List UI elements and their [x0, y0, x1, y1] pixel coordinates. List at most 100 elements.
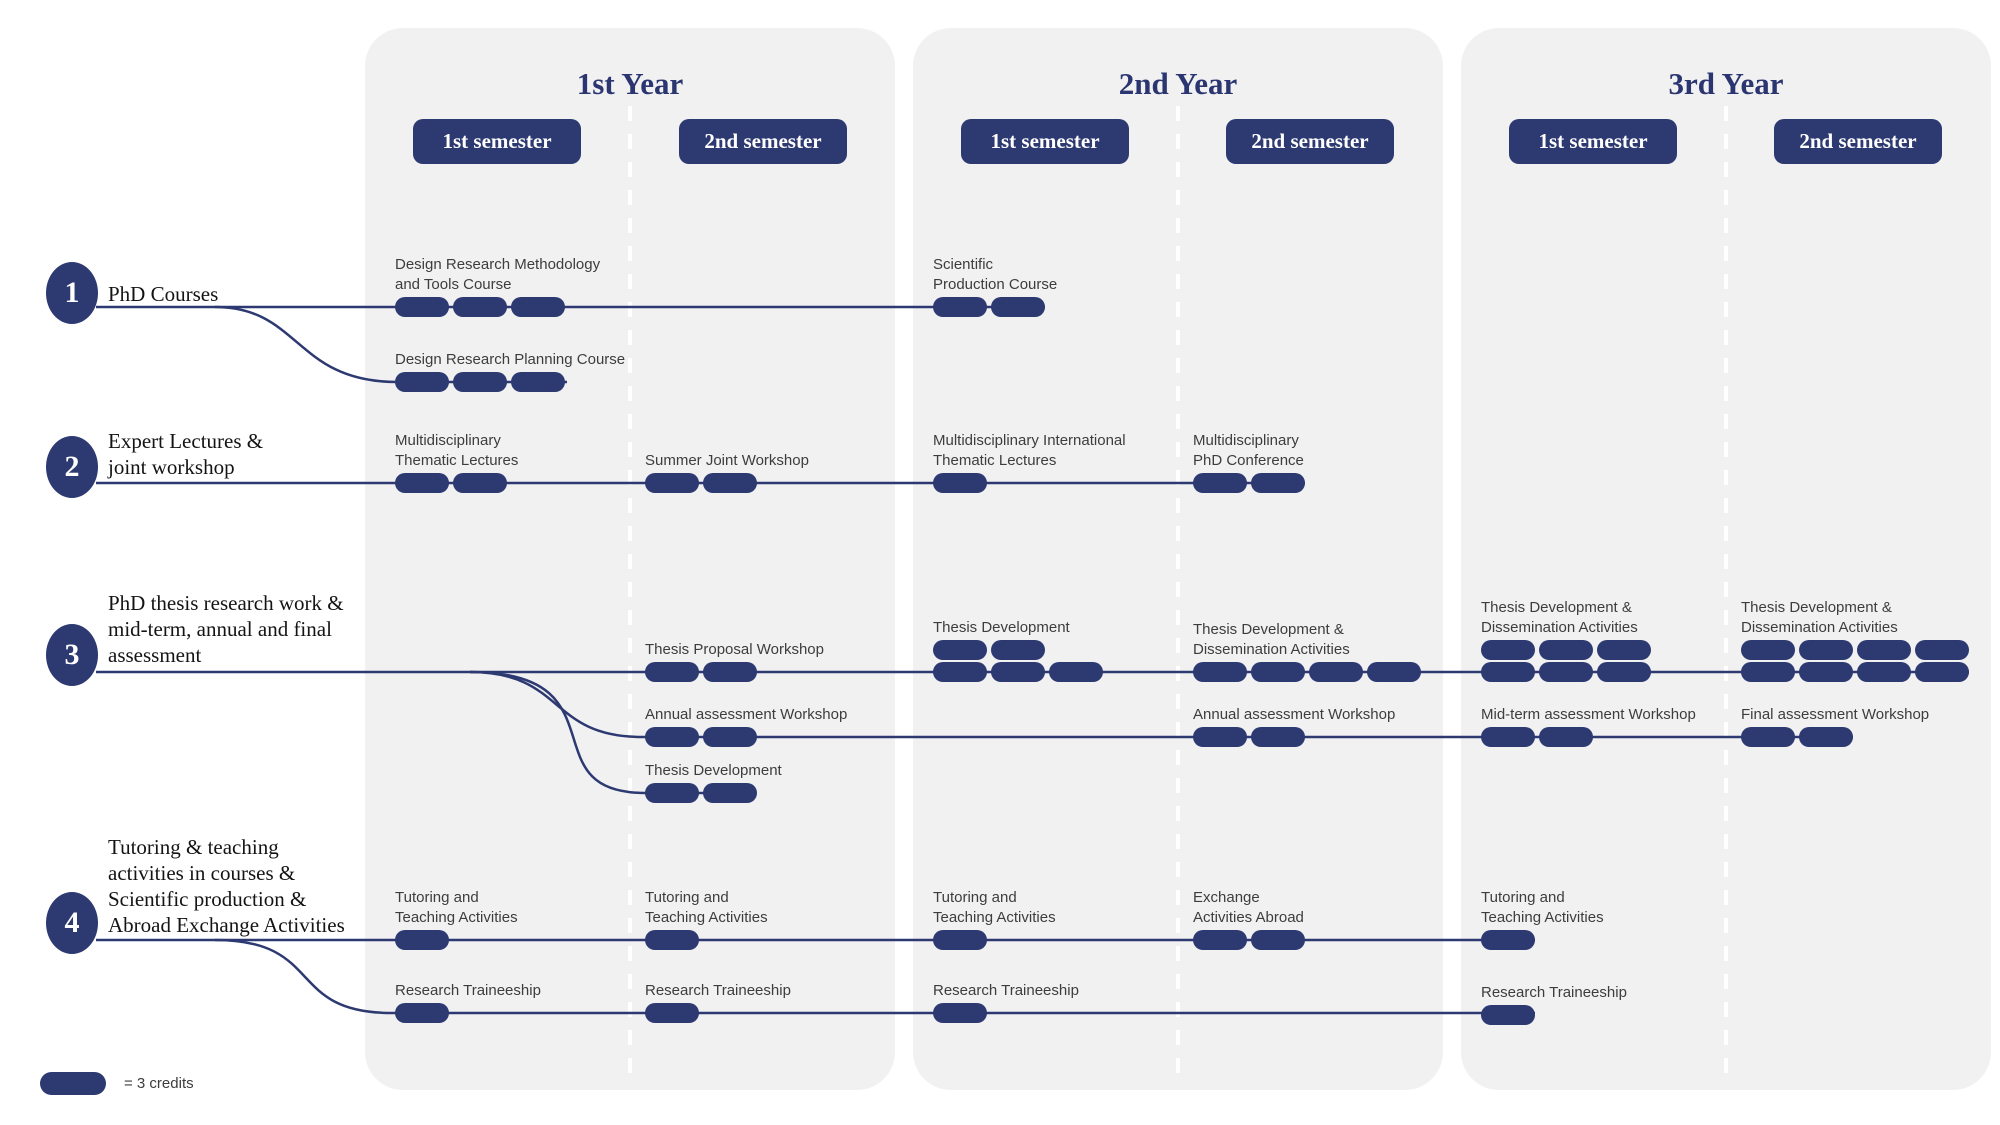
credit-pill [1799, 662, 1853, 682]
credit-pills [645, 473, 809, 493]
course-tutoring-y1s1: Tutoring and Teaching Activities [395, 888, 518, 950]
credit-pills [395, 372, 625, 392]
credit-pill [933, 473, 987, 493]
credit-pill [1193, 473, 1247, 493]
credit-pill [703, 662, 757, 682]
credit-pill [933, 930, 987, 950]
credit-pill [453, 297, 507, 317]
course-annual-assessment-y1: Annual assessment Workshop [645, 705, 847, 747]
panel-year-1: 1st Year [365, 28, 895, 1090]
category-1-number: 1 [64, 276, 80, 309]
year-3-title: 3rd Year [1668, 66, 1784, 101]
credit-pills [1741, 727, 1929, 747]
credit-pills [1193, 727, 1395, 747]
credit-pill [1049, 662, 1103, 682]
course-scientific-production: Scientific Production Course [933, 255, 1057, 317]
credit-pill [1539, 727, 1593, 747]
course-multidisciplinary-phd-conference: Multidisciplinary PhD Conference [1193, 431, 1305, 493]
course-thesis-proposal-workshop: Thesis Proposal Workshop [645, 640, 824, 682]
course-research-traineeship-y1s2: Research Traineeship [645, 981, 791, 1023]
credit-pills [1193, 662, 1421, 682]
credit-pill [395, 372, 449, 392]
course-multidisciplinary-international-lectures: Multidisciplinary International Thematic… [933, 431, 1126, 493]
credit-pill [1597, 640, 1651, 660]
credit-pill [453, 372, 507, 392]
category-2-circle: 2 [46, 436, 98, 498]
credit-pill [395, 1003, 449, 1023]
credit-pill [1481, 930, 1535, 950]
credit-pills [933, 297, 1057, 317]
credit-pill [1367, 662, 1421, 682]
credit-pills [395, 297, 600, 317]
credit-pill [933, 662, 987, 682]
category-3-circle: 3 [46, 624, 98, 686]
year3-sem2-button: 2nd semester [1774, 119, 1942, 164]
credit-pills [395, 930, 518, 950]
course-research-traineeship-y1s1: Research Traineeship [395, 981, 541, 1023]
category-4-label: Tutoring & teaching activities in course… [108, 835, 345, 937]
credit-pill [1799, 727, 1853, 747]
credit-pills [1481, 1005, 1627, 1025]
year1-sem2-button: 2nd semester [679, 119, 847, 164]
credit-pill [1597, 662, 1651, 682]
credit-pills [645, 727, 847, 747]
credit-pill [1741, 727, 1795, 747]
credit-pill [511, 297, 565, 317]
course-tutoring-y2s1: Tutoring and Teaching Activities [933, 888, 1056, 950]
credit-pills [395, 473, 518, 493]
credit-pill [395, 297, 449, 317]
credit-pill [645, 783, 699, 803]
credit-pill [1481, 727, 1535, 747]
category-2-label: Expert Lectures & joint workshop [108, 429, 264, 479]
credit-pill [645, 727, 699, 747]
credit-pill [1915, 662, 1969, 682]
credit-pills [933, 662, 1103, 682]
credit-pill [511, 372, 565, 392]
row4-traineeship-line [214, 938, 1535, 1015]
credit-pills [1481, 930, 1604, 950]
credit-pill [703, 473, 757, 493]
credit-pills [395, 1003, 541, 1023]
category-3-number: 3 [64, 638, 80, 671]
credit-pill [1741, 640, 1795, 660]
year2-sem2-button: 2nd semester [1226, 119, 1394, 164]
course-summer-joint-workshop: Summer Joint Workshop [645, 451, 809, 493]
category-4-number: 4 [64, 906, 80, 939]
credit-pill [395, 473, 449, 493]
credit-pills [933, 930, 1056, 950]
course-thesis-dissemination-y2s2: Thesis Development & Dissemination Activ… [1193, 620, 1421, 682]
course-tutoring-y1s2: Tutoring and Teaching Activities [645, 888, 768, 950]
credit-pills [1481, 640, 1651, 660]
year3-sem1-button: 1st semester [1509, 119, 1677, 164]
row1-branch-line [214, 305, 567, 384]
credit-pill [1251, 727, 1305, 747]
course-midterm-assessment-workshop: Mid-term assessment Workshop [1481, 705, 1696, 747]
category-1-circle: 1 [46, 262, 98, 324]
course-final-assessment-workshop: Final assessment Workshop [1741, 705, 1929, 747]
credit-pill [1481, 662, 1535, 682]
credit-pill [1539, 640, 1593, 660]
course-annual-assessment-y2: Annual assessment Workshop [1193, 705, 1395, 747]
credit-pill [933, 640, 987, 660]
category-1-label: PhD Courses [108, 282, 219, 306]
credit-pill [1193, 930, 1247, 950]
credit-pills [1741, 662, 1969, 682]
credit-pills [1193, 930, 1305, 950]
semester-divider [628, 106, 632, 1074]
credit-pill [933, 1003, 987, 1023]
credit-pill [991, 297, 1045, 317]
category-2-number: 2 [64, 450, 80, 483]
credit-pill [991, 662, 1045, 682]
course-multidisciplinary-thematic-lectures: Multidisciplinary Thematic Lectures [395, 431, 518, 493]
credit-pill [1251, 930, 1305, 950]
year-2-title: 2nd Year [1118, 66, 1238, 101]
credit-pills [645, 662, 824, 682]
credit-pill [645, 930, 699, 950]
course-tutoring-y3s1: Tutoring and Teaching Activities [1481, 888, 1604, 950]
credit-pills [933, 473, 1126, 493]
credit-pills [645, 1003, 791, 1023]
course-exchange-activities-abroad: Exchange Activities Abroad [1193, 888, 1305, 950]
course-design-research-methodology: Design Research Methodology and Tools Co… [395, 255, 600, 317]
credit-pill [645, 473, 699, 493]
credit-pill [395, 930, 449, 950]
